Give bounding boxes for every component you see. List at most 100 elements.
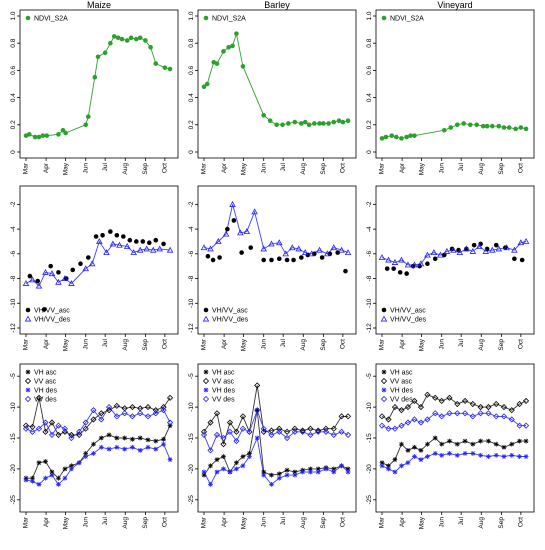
- data-point: [91, 441, 96, 447]
- data-point: [338, 428, 345, 435]
- data-point: [411, 261, 418, 268]
- data-point: [68, 431, 75, 438]
- data-point: [225, 226, 230, 232]
- data-point: [83, 122, 88, 128]
- data-point: [397, 270, 403, 275]
- y-tick-label: -5: [188, 373, 195, 379]
- data-point: [447, 438, 452, 444]
- data-point: [478, 438, 484, 444]
- x-tick-label: May: [240, 516, 247, 529]
- data-point: [485, 410, 492, 417]
- y-tick-label: 0.8: [188, 38, 195, 47]
- legend-label: VH/VV_asc: [212, 308, 248, 315]
- x-tick-label: Sep: [498, 339, 505, 351]
- data-point: [113, 413, 120, 420]
- data-point: [345, 466, 351, 472]
- data-point: [501, 454, 507, 459]
- data-point: [221, 454, 226, 459]
- data-point: [299, 255, 304, 260]
- data-point: [312, 121, 317, 126]
- data-point: [430, 249, 438, 256]
- data-point: [295, 245, 303, 252]
- y-tick-label: -4: [366, 226, 373, 232]
- data-point: [500, 404, 508, 411]
- data-point: [207, 419, 214, 426]
- data-point: [200, 431, 208, 438]
- data-point: [122, 435, 128, 441]
- data-point: [105, 407, 113, 414]
- plot-frame: [19, 9, 179, 159]
- data-point: [166, 419, 174, 426]
- data-point: [412, 133, 417, 138]
- legend-label: VH asc: [34, 370, 57, 377]
- data-point: [254, 407, 261, 414]
- data-point: [476, 242, 483, 249]
- data-point: [136, 246, 144, 253]
- data-point: [90, 407, 97, 414]
- data-point: [275, 239, 283, 246]
- data-point: [254, 435, 260, 441]
- data-point: [42, 428, 49, 435]
- legend-label: VH des: [390, 388, 413, 395]
- data-point: [145, 444, 151, 450]
- x-tick-label: Jun: [438, 339, 445, 350]
- data-point: [153, 61, 159, 66]
- data-point: [91, 451, 96, 456]
- data-point: [114, 444, 120, 450]
- data-point: [330, 431, 337, 438]
- x-tick-label: Jun: [260, 517, 267, 528]
- x-tick-label: Sep: [498, 517, 505, 529]
- data-point: [103, 249, 110, 256]
- legend-marker: [380, 315, 388, 322]
- data-point: [121, 410, 128, 417]
- legend-marker: [381, 387, 387, 393]
- data-point: [69, 466, 74, 472]
- data-point: [344, 413, 352, 420]
- data-point: [166, 246, 174, 253]
- data-point: [424, 391, 431, 398]
- data-point: [130, 436, 135, 442]
- data-point: [55, 278, 62, 285]
- chart-panel: Vineyard 0 0.2 0.4 0.6 0.8 1.0 Mar Apr May Jun Jul A…: [366, 0, 535, 175]
- data-point: [146, 240, 152, 245]
- data-point: [467, 122, 473, 128]
- x-tick-label: Aug: [122, 517, 129, 529]
- x-tick-label: Mar: [201, 162, 208, 174]
- data-point: [240, 454, 246, 459]
- data-point: [315, 469, 321, 475]
- data-point: [508, 416, 515, 423]
- data-point: [260, 245, 267, 252]
- y-tick-label: -10: [10, 402, 17, 412]
- data-point: [122, 446, 128, 452]
- data-point: [432, 394, 439, 401]
- data-point: [116, 241, 123, 248]
- x-tick-label: Jul: [102, 338, 109, 347]
- data-point: [276, 471, 282, 477]
- data-point: [493, 400, 500, 408]
- data-point: [398, 407, 405, 414]
- data-point: [338, 413, 345, 420]
- data-point: [261, 257, 266, 263]
- data-point: [338, 246, 345, 253]
- data-point: [276, 256, 282, 262]
- y-tick-label: -10: [366, 402, 373, 412]
- plot-frame: [375, 363, 535, 513]
- data-point: [339, 463, 344, 469]
- data-point: [463, 245, 470, 252]
- data-point: [392, 469, 398, 475]
- y-tick-label: -10: [188, 298, 195, 308]
- data-point: [386, 466, 391, 472]
- data-point: [161, 241, 166, 247]
- data-point: [391, 425, 399, 432]
- data-point: [299, 121, 304, 126]
- data-point: [98, 444, 104, 450]
- y-tick-label: 0: [188, 150, 195, 154]
- data-point: [26, 132, 32, 137]
- data-point: [379, 463, 385, 469]
- x-tick-label: May: [418, 516, 425, 529]
- data-point: [62, 475, 68, 481]
- data-point: [140, 239, 146, 244]
- y-tick-label: -20: [366, 464, 373, 474]
- x-tick-label: May: [62, 338, 69, 351]
- legend-label: VH asc: [212, 370, 235, 377]
